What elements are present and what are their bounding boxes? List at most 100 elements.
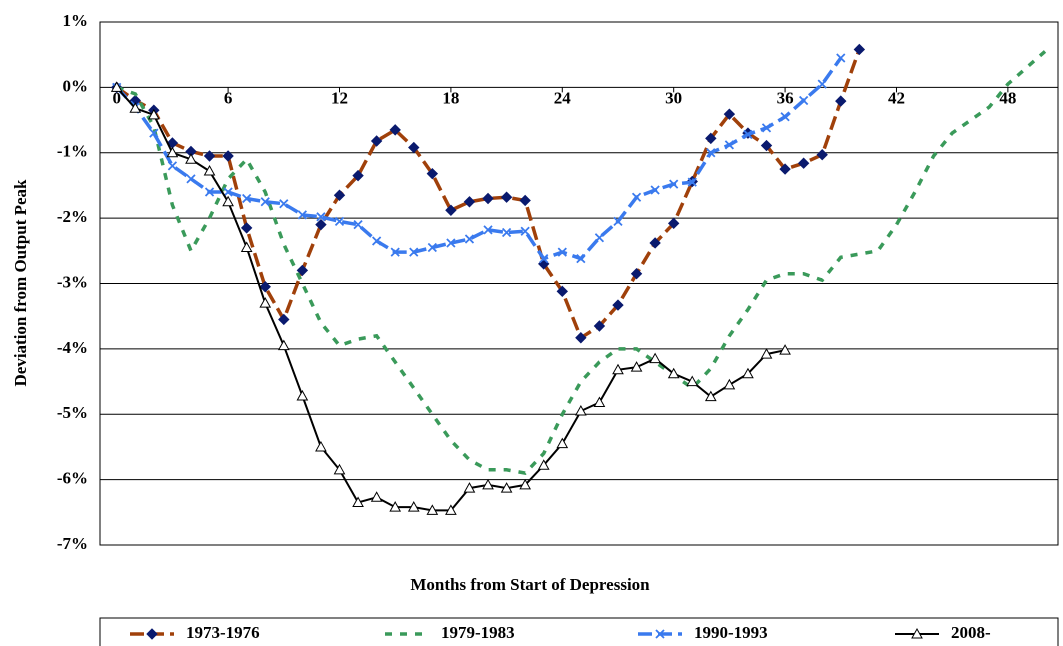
marker [760,348,773,359]
marker [279,199,289,209]
marker [686,375,699,387]
legend-marker [655,629,665,639]
marker [353,220,363,230]
marker [817,79,827,89]
marker [408,141,420,154]
marker [835,95,847,107]
marker [334,216,345,227]
x-axis-title: Months from Start of Depression [410,575,650,594]
marker [389,501,402,512]
y-tick-label: -7% [57,534,88,553]
marker [594,233,605,243]
marker [761,123,772,133]
marker [277,339,290,351]
x-tick-label: 48 [999,88,1016,107]
marker [631,192,642,202]
y-tick-label: -5% [57,403,88,422]
x-tick-label: 12 [331,88,348,107]
legend-marker [911,627,923,639]
marker [315,440,327,452]
legend-label: 1979-1983 [441,623,515,642]
marker [667,217,680,230]
marker [556,285,568,298]
marker [723,108,736,120]
series-line [115,56,843,261]
marker [704,390,717,402]
marker [222,195,234,207]
marker [593,396,606,407]
marker [389,124,401,136]
marker [371,236,382,246]
marker [260,197,270,207]
x-tick-label: 30 [665,88,682,107]
marker [612,299,624,311]
marker [557,247,567,257]
marker [426,167,439,180]
marker [110,81,123,92]
marker [315,218,327,231]
legend-label: 1973-1976 [186,623,260,642]
legend-box [99,617,1059,646]
marker [149,128,159,138]
marker [352,496,364,508]
marker [464,234,475,244]
marker [650,185,660,195]
marker [426,504,439,515]
marker [687,177,697,187]
marker [630,267,643,280]
marker [724,140,735,150]
marker [500,191,513,203]
marker [853,43,866,56]
marker [797,157,810,169]
x-tick-label: 42 [888,88,905,107]
marker [240,222,253,234]
marker [649,352,661,364]
marker [296,264,309,277]
marker [259,297,272,308]
marker [129,102,142,113]
marker [278,313,290,326]
marker [166,146,179,158]
marker [445,204,457,216]
series-line [115,48,861,341]
marker [575,404,587,416]
marker [463,482,476,493]
legend-label: 2008- [951,623,991,642]
legend-marker [146,628,158,640]
marker [352,169,364,182]
marker [296,389,309,401]
marker [613,216,623,227]
marker [482,478,494,490]
legend-label: 1990-1993 [694,623,768,642]
marker [723,378,736,390]
marker [576,254,586,264]
marker [316,212,326,222]
y-tick-label: -4% [57,338,88,357]
marker [705,132,717,145]
marker [482,192,494,205]
y-tick-label: -6% [57,469,88,488]
marker [370,491,383,502]
marker [409,247,419,257]
marker [147,108,160,120]
marker [519,194,531,207]
marker [706,148,716,158]
marker [519,478,532,490]
marker [501,227,512,238]
marker [780,112,790,122]
x-tick-label: 6 [224,88,233,107]
marker [333,189,346,201]
marker [556,437,569,449]
marker [203,150,216,162]
marker [779,163,791,175]
marker [407,501,420,512]
marker [203,165,216,176]
y-tick-label: -1% [57,142,88,161]
marker [649,237,661,249]
marker [630,361,643,372]
marker [669,179,679,189]
marker [537,459,550,470]
y-tick-label: -2% [57,207,88,226]
